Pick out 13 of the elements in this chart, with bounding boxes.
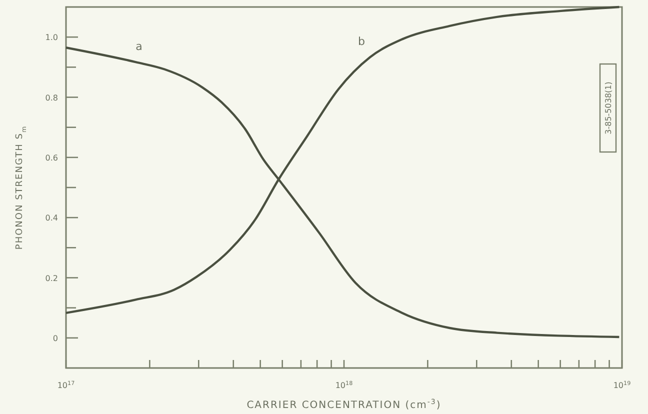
x-axis-title: CARRIER CONCENTRATION (cm$^{-3}$): [246, 398, 442, 411]
y-tick-label: 0: [52, 334, 58, 343]
series-label: b: [358, 35, 365, 48]
x-tick-label: 10$^{17}$: [57, 380, 76, 390]
y-tick-label: 0.6: [45, 153, 58, 162]
annotation: 3-85-5038(1): [604, 82, 613, 134]
y-tick-label: 1.0: [45, 33, 58, 42]
x-tick-label: 10$^{19}$: [613, 380, 632, 390]
y-tick-label: 0.4: [45, 214, 58, 223]
series-label: a: [136, 40, 142, 54]
y-tick-label: 0.8: [45, 93, 58, 102]
x-tick-label: 10$^{18}$: [335, 380, 354, 390]
y-tick-label: 0.2: [45, 274, 58, 283]
